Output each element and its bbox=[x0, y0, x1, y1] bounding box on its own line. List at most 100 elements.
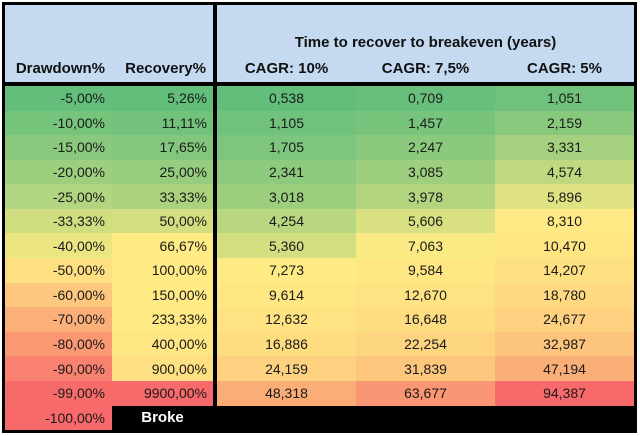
cell-recovery: 9900,00% bbox=[112, 380, 213, 406]
cell-cagr75: 22,254 bbox=[356, 331, 495, 357]
column-divider bbox=[213, 184, 217, 209]
column-divider bbox=[213, 110, 217, 136]
table-row: -70,00% 233,33% 12,632 16,648 24,677 bbox=[5, 307, 634, 332]
table-row-broke: -100,00% Broke bbox=[5, 405, 634, 431]
cell-drawdown: -70,00% bbox=[5, 307, 112, 332]
cell-recovery: 33,33% bbox=[112, 184, 213, 209]
table-row: -33,33% 50,00% 4,254 5,606 8,310 bbox=[5, 208, 634, 234]
cell-cagr10: 24,159 bbox=[217, 356, 356, 381]
cell-drawdown: -99,00% bbox=[5, 380, 112, 406]
table-title: Time to recover to breakeven (years) bbox=[294, 34, 557, 51]
cell-cagr75: 7,063 bbox=[356, 233, 495, 259]
cagr-header-row: CAGR: 10% CAGR: 7,5% CAGR: 5% bbox=[217, 60, 634, 82]
cell-recovery: 50,00% bbox=[112, 208, 213, 234]
column-divider bbox=[213, 282, 217, 308]
cell-cagr75: 3,085 bbox=[356, 159, 495, 185]
column-divider bbox=[213, 331, 217, 357]
cell-drawdown: -10,00% bbox=[5, 110, 112, 136]
cell-recovery: 150,00% bbox=[112, 282, 213, 308]
column-divider bbox=[213, 233, 217, 259]
table-row: -90,00% 900,00% 24,159 31,839 47,194 bbox=[5, 356, 634, 381]
cell-cagr5: 14,207 bbox=[495, 258, 634, 283]
cell-cagr75: 12,670 bbox=[356, 282, 495, 308]
cell-drawdown: -33,33% bbox=[5, 208, 112, 234]
cell-cagr5: 4,574 bbox=[495, 159, 634, 185]
cell-cagr10: 1,105 bbox=[217, 110, 356, 136]
cell-recovery: 17,65% bbox=[112, 135, 213, 160]
cell-cagr10: 9,614 bbox=[217, 282, 356, 308]
cell-cagr5: 94,387 bbox=[495, 380, 634, 406]
cell-cagr5: 8,310 bbox=[495, 208, 634, 234]
cell-recovery: 400,00% bbox=[112, 331, 213, 357]
cell-cagr5: 47,194 bbox=[495, 356, 634, 381]
cell-cagr75: 2,247 bbox=[356, 135, 495, 160]
cell-cagr5: 3,331 bbox=[495, 135, 634, 160]
header-left: Drawdown% Recovery% bbox=[5, 5, 213, 82]
table-row: -50,00% 100,00% 7,273 9,584 14,207 bbox=[5, 258, 634, 283]
cell-drawdown: -100,00% bbox=[5, 405, 112, 431]
cell-cagr5: 1,051 bbox=[495, 86, 634, 111]
cell-cagr10: 1,705 bbox=[217, 135, 356, 160]
col-header-cagr-5: CAGR: 5% bbox=[526, 60, 602, 77]
cell-cagr75: 5,606 bbox=[356, 208, 495, 234]
column-divider bbox=[213, 135, 217, 160]
col-header-cagr-7-5: CAGR: 7,5% bbox=[381, 60, 470, 77]
cell-cagr10: 4,254 bbox=[217, 208, 356, 234]
cell-drawdown: -60,00% bbox=[5, 282, 112, 308]
header-right: Time to recover to breakeven (years) CAG… bbox=[217, 5, 634, 82]
cell-cagr10: 16,886 bbox=[217, 331, 356, 357]
cell-recovery: 900,00% bbox=[112, 356, 213, 381]
column-divider bbox=[213, 5, 217, 82]
cell-cagr75: 63,677 bbox=[356, 380, 495, 406]
table-row: -80,00% 400,00% 16,886 22,254 32,987 bbox=[5, 331, 634, 357]
cell-drawdown: -20,00% bbox=[5, 159, 112, 185]
cell-recovery: 5,26% bbox=[112, 86, 213, 111]
column-divider bbox=[213, 258, 217, 283]
cell-recovery: 100,00% bbox=[112, 258, 213, 283]
column-divider bbox=[213, 307, 217, 332]
cell-cagr75: 3,978 bbox=[356, 184, 495, 209]
table-row: -10,00% 11,11% 1,105 1,457 2,159 bbox=[5, 110, 634, 136]
col-header-cagr-10: CAGR: 10% bbox=[244, 60, 329, 77]
cell-cagr10: 2,341 bbox=[217, 159, 356, 185]
cell-cagr10: 3,018 bbox=[217, 184, 356, 209]
cell-cagr75: 16,648 bbox=[356, 307, 495, 332]
col-header-recovery: Recovery% bbox=[125, 60, 206, 77]
table-row: -15,00% 17,65% 1,705 2,247 3,331 bbox=[5, 135, 634, 160]
table-rows: -5,00% 5,26% 0,538 0,709 1,051 -10,00% 11,11% 1… bbox=[5, 86, 634, 431]
cell-cagr75: 1,457 bbox=[356, 110, 495, 136]
cell-cagr5: 2,159 bbox=[495, 110, 634, 136]
cell-drawdown: -90,00% bbox=[5, 356, 112, 381]
cell-drawdown: -50,00% bbox=[5, 258, 112, 283]
cell-drawdown: -80,00% bbox=[5, 331, 112, 357]
table-row: -60,00% 150,00% 9,614 12,670 18,780 bbox=[5, 282, 634, 308]
cell-cagr75: 31,839 bbox=[356, 356, 495, 381]
cell-drawdown: -5,00% bbox=[5, 86, 112, 111]
table-row: -20,00% 25,00% 2,341 3,085 4,574 bbox=[5, 159, 634, 185]
broke-bar: Broke bbox=[112, 405, 634, 431]
table-row: -40,00% 66,67% 5,360 7,063 10,470 bbox=[5, 233, 634, 259]
cell-cagr10: 5,360 bbox=[217, 233, 356, 259]
cell-recovery: 25,00% bbox=[112, 159, 213, 185]
cell-drawdown: -40,00% bbox=[5, 233, 112, 259]
col-header-drawdown: Drawdown% bbox=[15, 60, 105, 77]
cell-cagr5: 24,677 bbox=[495, 307, 634, 332]
broke-label: Broke bbox=[141, 409, 184, 427]
table-row: -25,00% 33,33% 3,018 3,978 5,896 bbox=[5, 184, 634, 209]
column-divider bbox=[213, 380, 217, 406]
column-divider bbox=[213, 356, 217, 381]
cell-cagr75: 0,709 bbox=[356, 86, 495, 111]
cell-cagr5: 18,780 bbox=[495, 282, 634, 308]
cell-recovery: 11,11% bbox=[112, 110, 213, 136]
cell-recovery: 66,67% bbox=[112, 233, 213, 259]
table-row: -99,00% 9900,00% 48,318 63,677 94,387 bbox=[5, 380, 634, 406]
column-divider bbox=[213, 86, 217, 111]
cell-cagr5: 10,470 bbox=[495, 233, 634, 259]
table-row: -5,00% 5,26% 0,538 0,709 1,051 bbox=[5, 86, 634, 111]
cell-cagr5: 5,896 bbox=[495, 184, 634, 209]
cell-cagr10: 0,538 bbox=[217, 86, 356, 111]
cell-cagr5: 32,987 bbox=[495, 331, 634, 357]
column-divider bbox=[213, 159, 217, 185]
